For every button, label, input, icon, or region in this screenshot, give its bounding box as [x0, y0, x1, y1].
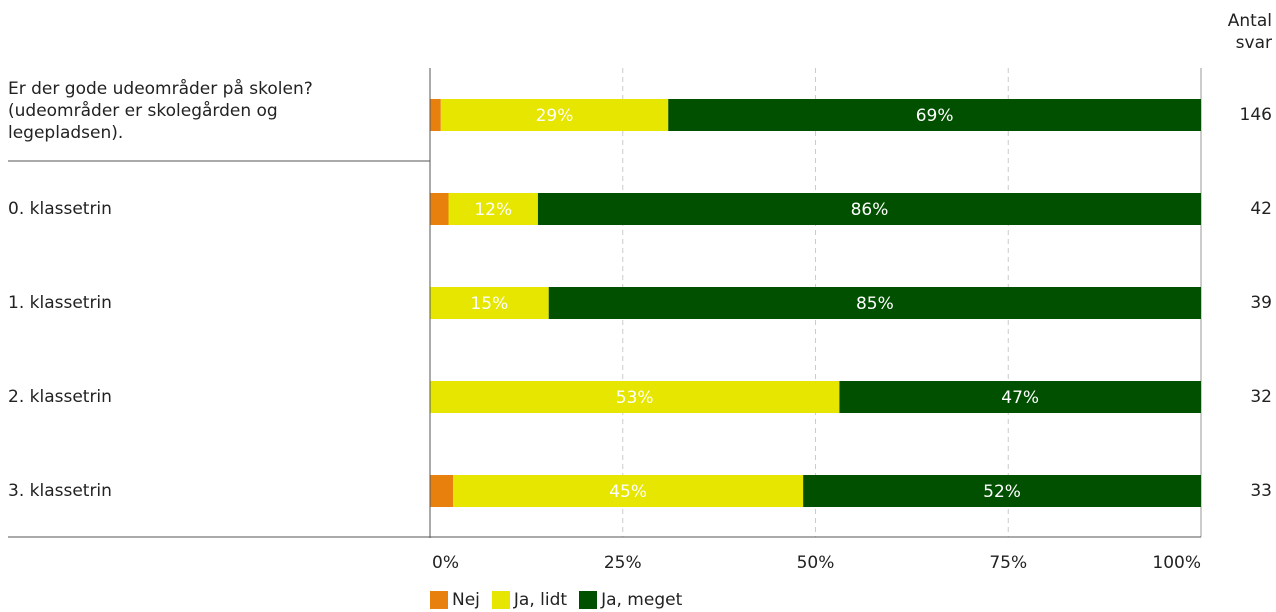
row-label-3: 2. klassetrin — [8, 387, 112, 407]
legend-swatch-ja-lidt — [491, 591, 510, 609]
data-label-row-1-series-2: 86% — [851, 200, 889, 220]
row-label-4: 3. klassetrin — [8, 481, 112, 501]
count-column-header: Antal svar — [1227, 11, 1272, 53]
data-label-row-2-series-1: 15% — [470, 294, 508, 314]
data-label-row-0-series-1: 29% — [536, 106, 574, 126]
row-label-2: 1. klassetrin — [8, 293, 112, 313]
bar-segment-ja-meget-row-1 — [537, 193, 1201, 225]
legend-item-ja-meget: Ja, meget — [579, 589, 682, 611]
bar-segment-ja-lidt-row-3 — [430, 381, 840, 413]
data-label-row-4-series-2: 52% — [983, 482, 1021, 502]
data-label-row-3-series-2: 47% — [1001, 388, 1039, 408]
bar-segment-ja-lidt-row-4 — [453, 475, 804, 507]
bar-segment-ja-meget-row-4 — [803, 475, 1201, 507]
data-label-row-2-series-2: 85% — [856, 294, 894, 314]
axis-layer: 0% 25% 50% 75% 100% — [8, 68, 1201, 573]
bar-segment-nej-row-4 — [430, 475, 454, 507]
count-label-1: 42 — [1250, 199, 1272, 219]
legend-item-nej: Nej — [430, 589, 480, 611]
x-tick-label-3: 75% — [989, 553, 1027, 573]
x-tick-label-0: 0% — [432, 553, 459, 573]
data-label-row-1-series-1: 12% — [474, 200, 512, 220]
legend-label-ja-lidt: Ja, lidt — [513, 590, 568, 610]
x-tick-label-2: 50% — [797, 553, 835, 573]
legend-label-nej: Nej — [452, 590, 480, 610]
bars-layer: 29% 69% 12% 86% 15% 85% 53% 47% 45% 52% — [430, 99, 1201, 507]
bar-segment-ja-lidt-row-0 — [440, 99, 669, 131]
x-tick-label-4: 100% — [1152, 553, 1201, 573]
bar-segment-nej-row-0 — [430, 99, 441, 131]
bar-segment-nej-row-1 — [430, 193, 449, 225]
bar-segment-ja-lidt-row-1 — [448, 193, 538, 225]
bar-segment-ja-lidt-row-2 — [430, 287, 549, 319]
legend-swatch-ja-meget — [579, 591, 598, 609]
bar-segment-ja-meget-row-2 — [548, 287, 1201, 319]
bar-segment-ja-meget-row-0 — [668, 99, 1201, 131]
data-label-row-3-series-1: 53% — [616, 388, 654, 408]
legend-label-ja-meget: Ja, meget — [601, 590, 683, 610]
count-label-3: 32 — [1250, 387, 1272, 407]
count-label-4: 33 — [1250, 481, 1272, 501]
x-tick-label-1: 25% — [604, 553, 642, 573]
legend-swatch-nej — [430, 591, 448, 609]
row-label-1: 0. klassetrin — [8, 199, 112, 219]
bar-segment-ja-meget-row-3 — [839, 381, 1201, 413]
data-label-row-0-series-2: 69% — [916, 106, 954, 126]
count-label-2: 39 — [1250, 293, 1272, 313]
data-label-row-4-series-1: 45% — [609, 482, 647, 502]
legend-item-ja-lidt: Ja, lidt — [491, 589, 568, 611]
count-label-0: 146 — [1239, 105, 1272, 125]
legend: Nej Ja, lidt Ja, meget — [430, 589, 694, 611]
row-label-0: Er der gode udeområder på skolen? (udeom… — [8, 79, 313, 143]
